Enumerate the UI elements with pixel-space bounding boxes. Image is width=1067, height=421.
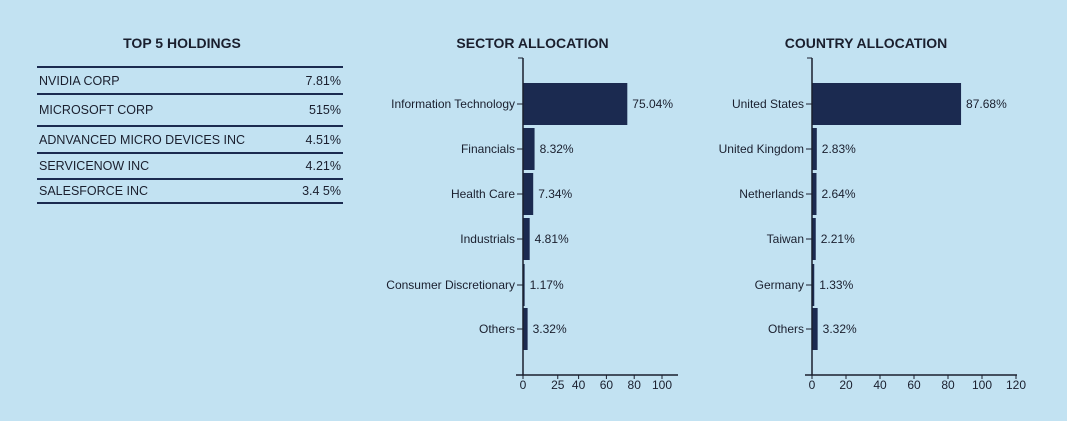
holding-row: MICROSOFT CORP 515% (37, 93, 343, 125)
x-tick-label: 100 (652, 378, 672, 392)
category-label: Information Technology (391, 97, 515, 111)
bar (523, 218, 530, 260)
data-label: 8.32% (540, 142, 574, 156)
x-tick-label: 60 (907, 378, 921, 392)
holding-value: 3.4 5% (302, 184, 341, 198)
data-label: 1.17% (530, 278, 564, 292)
category-label: Consumer Discretionary (386, 278, 515, 292)
bar (523, 264, 525, 306)
x-tick-label: 40 (873, 378, 887, 392)
holding-row: NVIDIA CORP 7.81% (37, 66, 343, 93)
category-label: Germany (755, 278, 804, 292)
holding-row: SERVICENOW INC 4.21% (37, 152, 343, 178)
data-label: 1.33% (819, 278, 853, 292)
x-tick-label: 80 (628, 378, 642, 392)
x-tick-label: 0 (809, 378, 816, 392)
holding-name: NVIDIA CORP (39, 73, 120, 88)
category-label: Health Care (451, 187, 515, 201)
x-tick-label: 40 (572, 378, 586, 392)
bar (812, 83, 962, 125)
x-tick-label: 100 (972, 378, 992, 392)
data-label: 87.68% (966, 97, 1007, 111)
category-label: Others (768, 322, 804, 336)
bar (812, 264, 815, 306)
holdings-title: TOP 5 HOLDINGS (123, 35, 241, 51)
holding-name: MICROSOFT CORP (39, 103, 154, 117)
data-label: 3.32% (533, 322, 567, 336)
sector-chart-title: SECTOR ALLOCATION (456, 35, 609, 51)
holding-value: 4.51% (305, 132, 341, 147)
category-label: Netherlands (739, 187, 804, 201)
x-tick-label: 0 (520, 378, 527, 392)
bar (812, 308, 818, 350)
x-tick-label: 60 (600, 378, 614, 392)
x-tick-label: 25 (551, 378, 565, 392)
category-label: United States (732, 97, 804, 111)
category-label: Others (479, 322, 515, 336)
holding-name: SERVICENOW INC (39, 159, 150, 173)
holding-name: SALESFORCE INC (39, 184, 149, 198)
data-label: 3.32% (823, 322, 857, 336)
bar (812, 128, 817, 170)
country-chart-title: COUNTRY ALLOCATION (784, 35, 948, 51)
holding-value: 4.21% (305, 159, 341, 173)
holding-value: 7.81% (305, 73, 341, 88)
category-label: United Kingdom (719, 142, 804, 156)
bar (523, 173, 534, 215)
data-label: 2.64% (821, 187, 855, 201)
bar (812, 173, 817, 215)
bar (523, 308, 528, 350)
holding-row: SALESFORCE INC 3.4 5% (37, 178, 343, 204)
data-label: 2.21% (821, 232, 855, 246)
holding-row: ADNVANCED MICRO DEVICES INC 4.51% (37, 125, 343, 152)
bar (523, 128, 535, 170)
holding-value: 515% (309, 103, 341, 117)
bar (812, 218, 816, 260)
category-label: Industrials (460, 232, 515, 246)
x-tick-label: 20 (839, 378, 853, 392)
holding-name: ADNVANCED MICRO DEVICES INC (39, 132, 246, 147)
data-label: 75.04% (632, 97, 673, 111)
x-tick-label: 80 (941, 378, 955, 392)
data-label: 7.34% (538, 187, 572, 201)
data-label: 4.81% (535, 232, 569, 246)
bar (523, 83, 628, 125)
holdings-table: NVIDIA CORP 7.81% MICROSOFT CORP 515% ADNVAN… (37, 66, 343, 204)
category-label: Taiwan (767, 232, 804, 246)
data-label: 2.83% (822, 142, 856, 156)
x-tick-label: 120 (1006, 378, 1026, 392)
category-label: Financials (461, 142, 515, 156)
